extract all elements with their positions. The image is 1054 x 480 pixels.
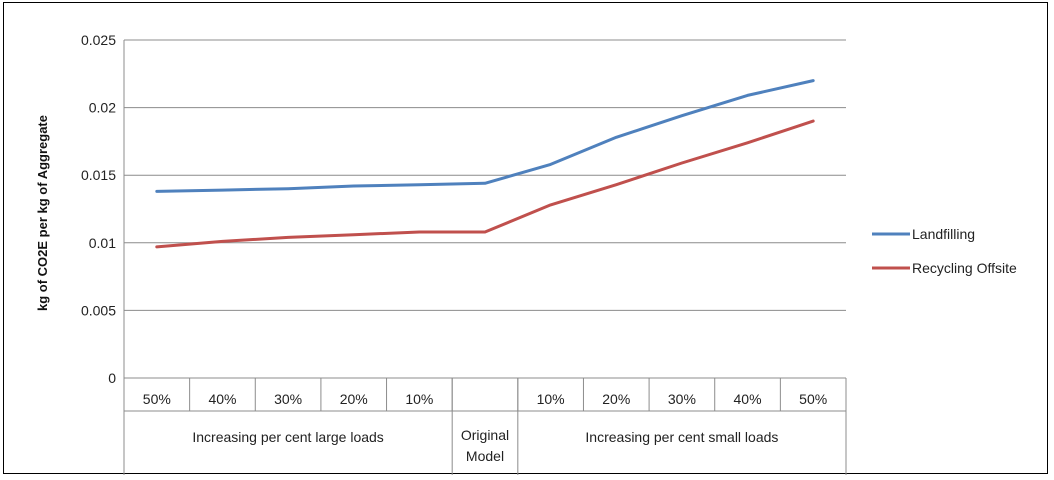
x-group-label: Original Model — [461, 427, 509, 464]
x-category-label: 50% — [143, 391, 171, 407]
x-category-label: 30% — [274, 391, 302, 407]
data-point — [746, 93, 750, 97]
data-point — [352, 233, 356, 237]
x-category-label: 20% — [340, 391, 368, 407]
data-point — [155, 245, 159, 249]
line-chart: 0 0.005 0.01 0.015 0.02 0.025 50% 40% 30% 20% 10%… — [35, 32, 1017, 475]
data-point — [483, 181, 487, 185]
series-line-landfilling — [155, 79, 815, 193]
data-point — [286, 235, 290, 239]
data-point — [417, 183, 421, 187]
data-point — [286, 187, 290, 191]
series-line-recycling-offsite — [155, 119, 815, 249]
data-point — [220, 188, 224, 192]
y-tick-label: 0 — [108, 370, 116, 386]
x-category-label: 50% — [799, 391, 827, 407]
data-point — [680, 114, 684, 118]
y-tick-label: 0.01 — [89, 235, 116, 251]
data-point — [680, 161, 684, 165]
x-category-label: 20% — [602, 391, 630, 407]
x-category-labels: 50% 40% 30% 20% 10% 10% 20% 30% 40% 50% — [143, 391, 827, 407]
data-point — [155, 189, 159, 193]
axes — [123, 40, 847, 475]
data-point — [746, 141, 750, 145]
y-tick-labels: 0 0.005 0.01 0.015 0.02 0.025 — [81, 32, 116, 386]
x-category-label: 30% — [668, 391, 696, 407]
legend-label: Landfilling — [912, 226, 975, 242]
data-point — [614, 135, 618, 139]
data-point — [811, 119, 815, 123]
x-category-label: 40% — [734, 391, 762, 407]
y-axis-title: kg of CO2E per kg of Aggregate — [35, 115, 50, 311]
x-group-label: Increasing per cent large loads — [192, 429, 383, 445]
legend: Landfilling Recycling Offsite — [872, 226, 1017, 276]
y-tick-label: 0.015 — [81, 167, 116, 183]
data-point — [614, 183, 618, 187]
y-tick-label: 0.02 — [89, 100, 116, 116]
chart-frame: 0 0.005 0.01 0.015 0.02 0.025 50% 40% 30% 20% 10%… — [3, 2, 1048, 475]
series-lines — [155, 79, 815, 249]
data-point — [549, 162, 553, 166]
data-point — [220, 239, 224, 243]
data-point — [549, 203, 553, 207]
y-tick-label: 0.025 — [81, 32, 116, 48]
y-tick-label: 0.005 — [81, 302, 116, 318]
data-point — [417, 230, 421, 234]
data-point — [811, 79, 815, 83]
data-point — [483, 230, 487, 234]
x-group-label: Increasing per cent small loads — [585, 429, 778, 445]
data-point — [352, 184, 356, 188]
x-category-label: 10% — [537, 391, 565, 407]
legend-label: Recycling Offsite — [912, 260, 1017, 276]
x-group-labels: Increasing per cent large loads Original M… — [192, 427, 778, 464]
x-category-label: 40% — [208, 391, 236, 407]
gridlines — [124, 39, 846, 311]
x-category-label: 10% — [405, 391, 433, 407]
